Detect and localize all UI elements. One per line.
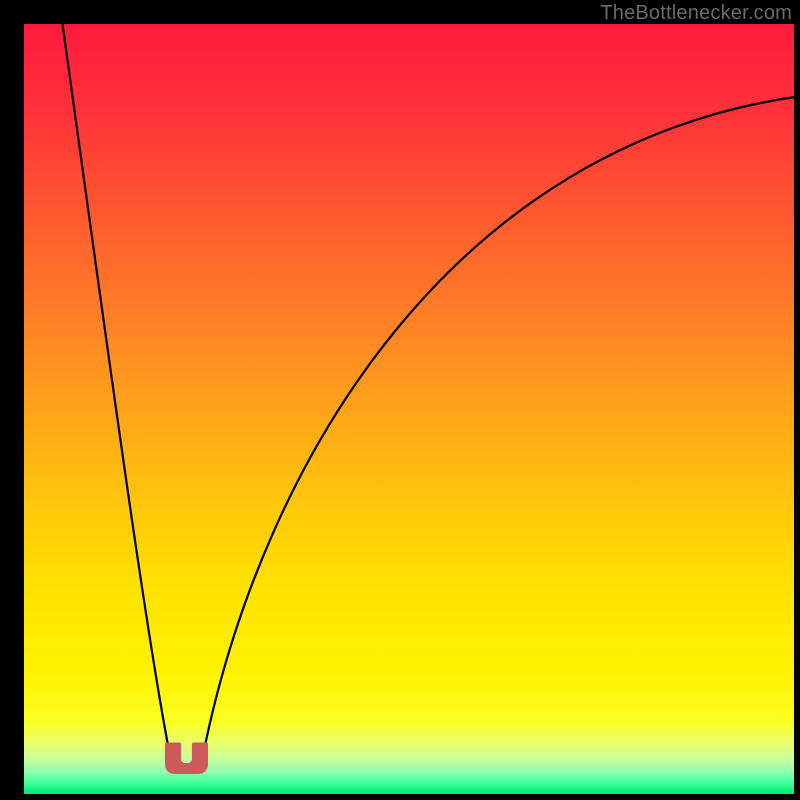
watermark-text: TheBottlenecker.com [600,2,792,25]
plot-area [24,24,794,794]
chart-stage: TheBottlenecker.com [0,0,800,800]
frame-border-left [0,0,24,800]
frame-border-right [794,0,800,800]
plot-svg [24,24,794,794]
gradient-background [24,24,794,794]
frame-border-bottom [0,794,800,800]
